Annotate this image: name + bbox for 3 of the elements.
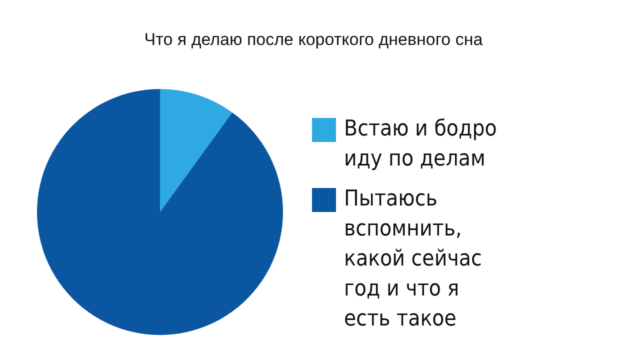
legend-label: Встаю и бодро иду по делам [344, 116, 504, 172]
legend-label: Пытаюсь вспомнить, какой сейчас год и что я есть такое [344, 186, 488, 332]
chart-title: Что я делаю после короткого дневного сна [144, 30, 484, 49]
